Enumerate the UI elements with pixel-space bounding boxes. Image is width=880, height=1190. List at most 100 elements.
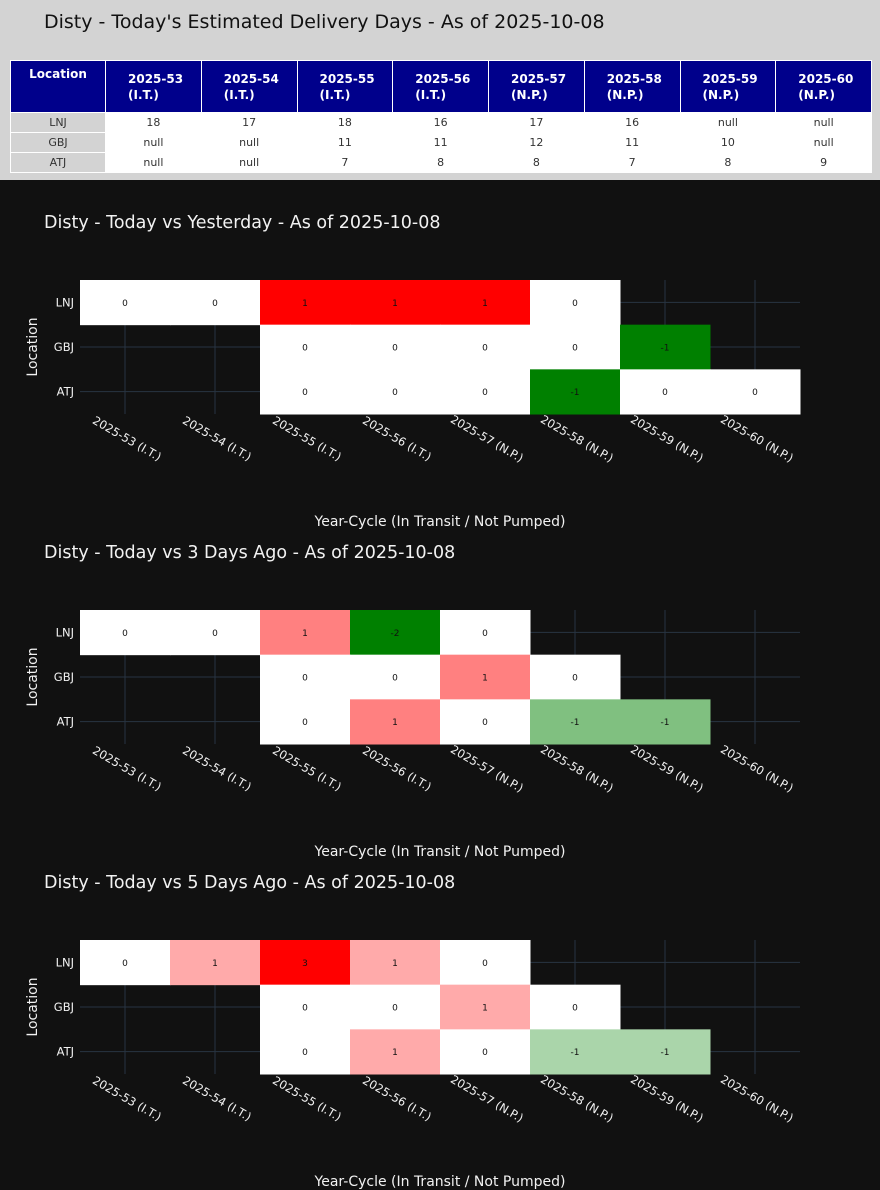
y-axis-title: Location — [25, 317, 41, 376]
y-tick-label: GBJ — [54, 670, 74, 684]
cell-value-label: 0 — [302, 674, 308, 684]
table-cell: 11 — [296, 132, 394, 153]
column-status: (I.T.) — [415, 87, 447, 102]
column-header: 2025-60 (N.P.) — [775, 60, 872, 113]
table-cell: 10 — [679, 132, 777, 153]
column-header: 2025-56 (I.T.) — [392, 60, 489, 113]
table-cell: null — [105, 152, 202, 173]
table-cell: 18 — [105, 112, 202, 133]
cell-value-label: 1 — [392, 1048, 398, 1058]
column-status: (N.P.) — [702, 87, 740, 102]
x-tick-label: 2025-58 (N.P.) — [538, 1072, 616, 1125]
cell-value-label: -1 — [571, 1048, 580, 1058]
heatmap-cell — [530, 984, 621, 1030]
cell-value-label: 0 — [392, 344, 398, 354]
heatmap-cell — [350, 940, 441, 986]
cell-value-label: 0 — [482, 1048, 488, 1058]
y-tick-label: ATJ — [57, 385, 74, 399]
cell-value-label: 1 — [482, 674, 488, 684]
heatmap-cell — [260, 984, 351, 1030]
heatmap-svg: 0 1 3 1 0 0 0 1 0 0 1 0 -1 -1 LNJ GBJ ATJ 2025-53 (I.T.) 2… — [25, 940, 800, 1190]
x-axis-title: Year-Cycle (In Transit / Not Pumped) — [314, 844, 566, 860]
cell-value-label: 1 — [302, 299, 308, 309]
heatmap-cell — [260, 940, 351, 986]
y-tick-label: LNJ — [56, 295, 74, 309]
column-status: (I.T.) — [128, 87, 159, 102]
x-tick-label: 2025-56 (I.T.) — [360, 743, 434, 794]
y-axis-title: Location — [25, 647, 41, 706]
x-tick-label: 2025-57 (N.P.) — [448, 1072, 526, 1125]
heatmap-cell — [350, 280, 441, 326]
summary-panel: Disty - Today's Estimated Delivery Days … — [0, 0, 880, 180]
cell-value-label: 0 — [212, 299, 218, 309]
cell-value-label: 1 — [392, 718, 398, 728]
table-cell: 8 — [679, 152, 777, 173]
y-tick-label: LNJ — [56, 625, 74, 639]
heatmap-cell — [170, 940, 261, 986]
table-cell: 18 — [296, 112, 394, 133]
x-tick-label: 2025-57 (N.P.) — [448, 742, 526, 795]
heatmap-cell — [440, 940, 531, 986]
column-header: 2025-55 (I.T.) — [296, 60, 394, 113]
cell-value-label: 0 — [572, 344, 578, 354]
table-cell: 7 — [583, 152, 681, 173]
cell-value-label: 0 — [212, 629, 218, 639]
column-cycle: 2025-58 — [606, 71, 662, 86]
heatmap-cell — [530, 699, 621, 745]
cell-value-label: 0 — [302, 1004, 308, 1014]
x-tick-label: 2025-55 (I.T.) — [270, 413, 344, 464]
table-cell: 17 — [200, 112, 298, 133]
heatmap-cell — [80, 940, 171, 986]
cell-value-label: 0 — [662, 388, 668, 398]
chart-title: Disty - Today vs Yesterday - As of 2025-… — [44, 213, 441, 233]
cell-value-label: -1 — [661, 1048, 670, 1058]
heatmap-cell — [710, 369, 801, 415]
heatmap-cell — [80, 280, 171, 326]
heatmap-cell — [440, 984, 531, 1030]
cell-value-label: -1 — [571, 388, 580, 398]
cell-value-label: 1 — [212, 959, 218, 969]
table-cell: 16 — [392, 112, 489, 133]
x-tick-label: 2025-55 (I.T.) — [270, 1073, 344, 1124]
heatmap-cell — [530, 1029, 621, 1075]
x-tick-label: 2025-58 (N.P.) — [538, 742, 616, 795]
y-tick-label: GBJ — [54, 1000, 74, 1014]
column-cycle: 2025-57 — [511, 71, 567, 86]
heatmap-cell — [170, 610, 261, 656]
heatmap-cell — [440, 654, 531, 700]
y-tick-label: GBJ — [54, 340, 74, 354]
x-tick-label: 2025-59 (N.P.) — [628, 412, 706, 465]
heatmap-cell — [620, 1029, 711, 1075]
table-cell: null — [775, 112, 872, 133]
column-cycle: 2025-54 — [223, 71, 279, 86]
cell-value-label: 0 — [572, 299, 578, 309]
summary-header-row: Location 2025-53 (I.T.) 2025-54 (I.T.) 202… — [10, 60, 872, 113]
cell-value-label: 0 — [302, 718, 308, 728]
table-cell: 12 — [488, 132, 585, 153]
heatmap-cell — [350, 324, 441, 370]
cell-value-label: 0 — [572, 674, 578, 684]
heatmap-cell — [530, 324, 621, 370]
column-cycle: 2025-55 — [319, 71, 375, 86]
table-cell: 8 — [392, 152, 489, 173]
cell-value-label: 0 — [122, 629, 128, 639]
heatmap-cell — [530, 654, 621, 700]
heatmap-cell — [260, 324, 351, 370]
column-status: (I.T.) — [319, 87, 351, 102]
cell-value-label: 0 — [302, 344, 308, 354]
cell-value-label: 0 — [482, 344, 488, 354]
heatmap-cell — [530, 369, 621, 415]
table-row: GBJ null null 11 11 12 11 10 null — [10, 132, 872, 153]
y-tick-label: ATJ — [57, 715, 74, 729]
chart-title: Disty - Today vs 5 Days Ago - As of 2025… — [44, 873, 456, 893]
heatmap-cell — [350, 699, 441, 745]
cell-value-label: 0 — [392, 674, 398, 684]
heatmap-cell — [620, 369, 711, 415]
heatmap-cell — [440, 280, 531, 326]
table-cell: 11 — [583, 132, 681, 153]
column-status: (N.P.) — [511, 87, 548, 102]
y-axis-title: Location — [25, 977, 41, 1036]
heatmap-cell — [350, 369, 441, 415]
x-tick-label: 2025-53 (I.T.) — [90, 1073, 164, 1124]
column-status: (N.P.) — [606, 87, 644, 102]
